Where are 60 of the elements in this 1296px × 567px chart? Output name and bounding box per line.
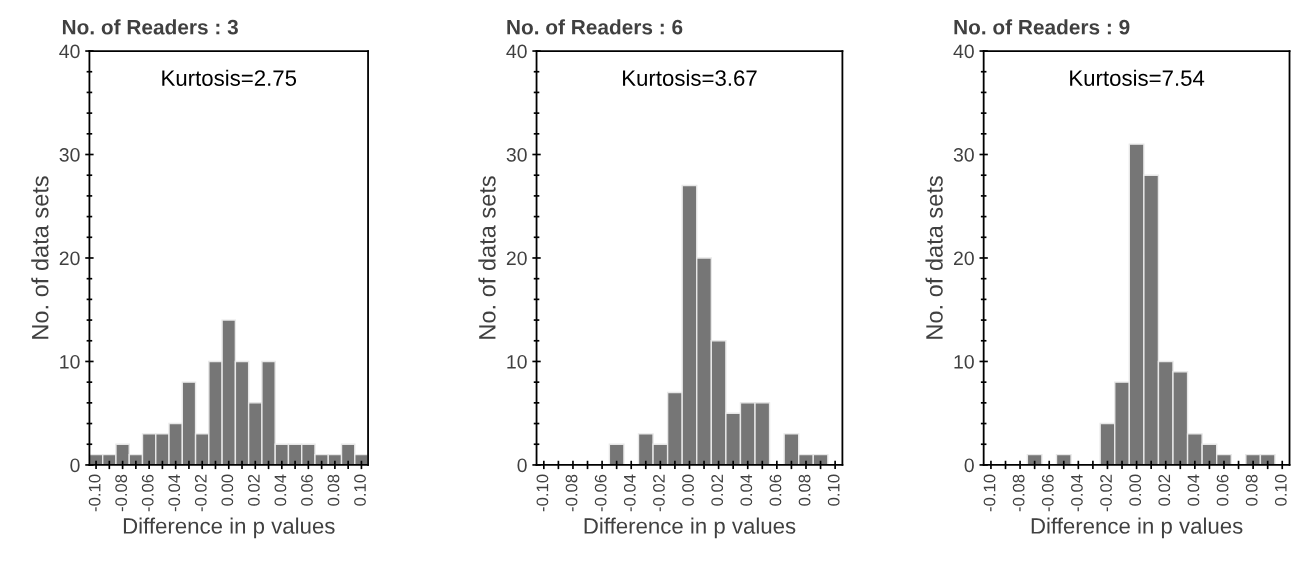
x-tick-label: 0.06 [1216,474,1229,506]
x-tick-label: 0.04 [274,474,287,506]
x-tick-label: -0.04 [1071,474,1083,512]
x-tick-label: 0.04 [740,474,753,506]
x-tick-label: 0.00 [1129,474,1142,506]
x-tick-label: 0.08 [1245,474,1258,506]
x-tick-label: 0.08 [798,474,811,506]
x-tick-label: -0.02 [1100,474,1112,512]
y-axis-title: No. of data sets [478,176,496,339]
y-tick-label: 10 [954,354,974,369]
y-tick-label: 30 [953,147,974,162]
annotation: Kurtosis=3.67 [623,69,757,86]
y-tick-label: 20 [953,251,974,266]
annotation: Kurtosis=7.54 [1070,69,1205,86]
annotation: Kurtosis=2.75 [162,69,297,86]
y-tick-label: 10 [507,354,527,369]
x-tick-label: -0.08 [115,474,128,512]
y-tick-label: 20 [59,251,80,266]
x-tick-label: -0.06 [1041,474,1054,512]
y-axis-title: No. of data sets [31,176,49,339]
y-tick-label: 20 [506,251,527,266]
y-tick-label: 0 [517,458,527,473]
x-tick-label: 0.00 [682,474,694,506]
x-tick-label: -0.06 [594,474,607,512]
x-tick-label: -0.02 [194,474,207,512]
x-tick-label: -0.10 [536,474,549,512]
x-axis-title: Difference in p values [584,517,796,539]
x-axis-title: Difference in p values [1031,517,1243,539]
x-tick-label: 0.06 [301,474,313,506]
x-tick-label: -0.10 [983,474,996,512]
y-tick-label: 40 [953,44,974,59]
x-tick-label: -0.04 [623,474,636,512]
chart-title: No. of Readers : 3 [62,19,238,35]
x-tick-label: 0.08 [327,474,340,506]
x-tick-label: 0.02 [247,474,260,506]
y-tick-label: 0 [70,458,80,473]
y-tick-label: 10 [60,354,80,369]
x-tick-label: -0.04 [168,474,181,512]
x-tick-label: 0.00 [221,474,234,506]
x-tick-label: -0.08 [1012,474,1025,512]
y-tick-label: 40 [59,44,80,59]
x-tick-label: 0.10 [354,474,366,506]
x-axis-title: Difference in p values [123,517,335,539]
y-axis-title: No. of data sets [925,176,943,339]
chart-title: No. of Readers : 9 [954,19,1130,35]
x-tick-label: -0.06 [141,474,154,512]
x-tick-label: 0.10 [827,474,840,506]
x-tick-label: -0.10 [88,474,101,512]
x-tick-label: 0.02 [711,474,724,506]
x-tick-label: -0.02 [653,474,665,512]
y-tick-label: 40 [506,44,527,59]
x-tick-label: 0.04 [1187,474,1200,506]
y-tick-label: 0 [964,458,974,473]
x-tick-label: 0.06 [769,474,782,506]
x-tick-label: 0.02 [1158,474,1171,506]
x-tick-label: 0.10 [1274,474,1287,506]
chart-title: No. of Readers : 6 [507,19,683,35]
y-tick-label: 30 [506,147,527,162]
x-tick-label: -0.08 [565,474,578,512]
y-tick-label: 30 [59,147,80,162]
